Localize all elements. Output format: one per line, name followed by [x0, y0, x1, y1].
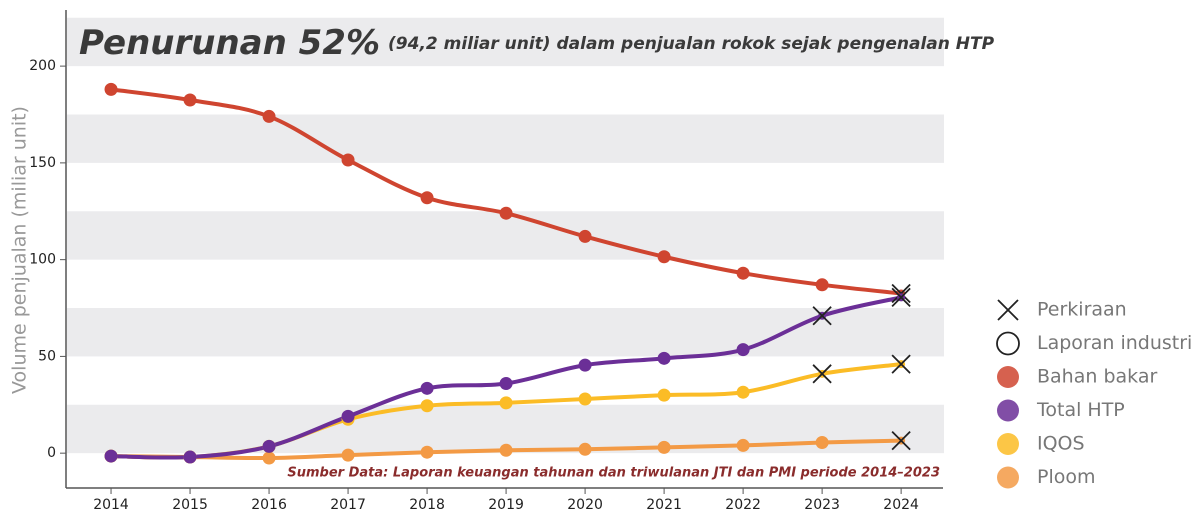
point [262, 439, 276, 453]
point [104, 82, 118, 96]
point [578, 358, 592, 372]
estimate-marker [812, 306, 832, 326]
point [341, 409, 355, 423]
legend-swatch [997, 366, 1019, 388]
point [736, 343, 750, 357]
title: Penurunan 52% [79, 23, 380, 63]
estimate-marker [891, 354, 911, 374]
point [736, 438, 750, 452]
x-tick-label: 2018 [409, 497, 445, 511]
point [578, 442, 592, 456]
legend-swatch [997, 466, 1019, 489]
point [815, 436, 829, 450]
y-tick-label: 150 [29, 155, 56, 171]
point [657, 250, 671, 264]
y-tick-label: 0 [47, 445, 56, 461]
point [420, 445, 434, 459]
legend-swatch [997, 399, 1019, 422]
y-axis-label: Volume penjualan (miliar unit) [9, 106, 31, 394]
point [657, 388, 671, 402]
point [420, 399, 434, 413]
x-tick-label: 2021 [646, 497, 682, 511]
legend-label: Perkiraan [1037, 299, 1127, 321]
chart-title: Penurunan 52% (94,2 miliar unit) dalam pe… [79, 23, 995, 63]
point [736, 266, 750, 280]
point [657, 351, 671, 365]
legend-label: Laporan industri [1037, 332, 1192, 354]
x-tick-label: 2015 [172, 497, 208, 511]
point [341, 448, 355, 462]
source: Sumber Data: Laporan keuangan tahunan da… [287, 466, 940, 481]
legend-swatch [997, 433, 1019, 455]
legend-label: Bahan bakar [1037, 366, 1157, 388]
y-tick-label: 100 [29, 252, 56, 268]
point [420, 381, 434, 395]
point [578, 392, 592, 406]
grid-band [67, 114, 944, 163]
legend-label: Total HTP [1036, 399, 1125, 421]
legend-symbol [996, 331, 1020, 356]
point [499, 443, 513, 457]
x-tick-label: 2016 [251, 497, 287, 511]
point [499, 376, 513, 390]
point [341, 153, 355, 167]
grid-band [67, 308, 944, 357]
legend-label: IQOS [1037, 433, 1085, 455]
point [262, 451, 276, 465]
estimate-marker [812, 364, 832, 384]
point [578, 229, 592, 243]
point [420, 191, 434, 205]
point [657, 440, 671, 454]
legend-symbol [997, 299, 1019, 321]
x-tick-label: 2024 [883, 497, 919, 511]
subtitle: (94,2 miliar unit) dalam penjualan rokok… [388, 34, 995, 54]
estimate-marker [891, 287, 911, 308]
point [183, 93, 197, 107]
point [262, 109, 276, 123]
x-tick-label: 2017 [330, 497, 366, 511]
point [104, 449, 118, 463]
point [183, 450, 197, 464]
y-tick-label: 200 [29, 58, 56, 74]
point [815, 278, 829, 292]
x-tick-label: 2019 [488, 497, 524, 511]
point [499, 206, 513, 220]
x-tick-label: 2023 [804, 497, 840, 511]
legend-label: Ploom [1037, 466, 1096, 488]
point [736, 385, 750, 399]
point [499, 396, 513, 410]
x-tick-label: 2020 [567, 497, 603, 511]
x-tick-label: 2022 [725, 497, 761, 511]
y-tick-label: 50 [38, 348, 56, 364]
estimate-marker [891, 430, 911, 451]
grid-band [67, 17, 944, 67]
x-tick-label: 2014 [93, 497, 129, 511]
